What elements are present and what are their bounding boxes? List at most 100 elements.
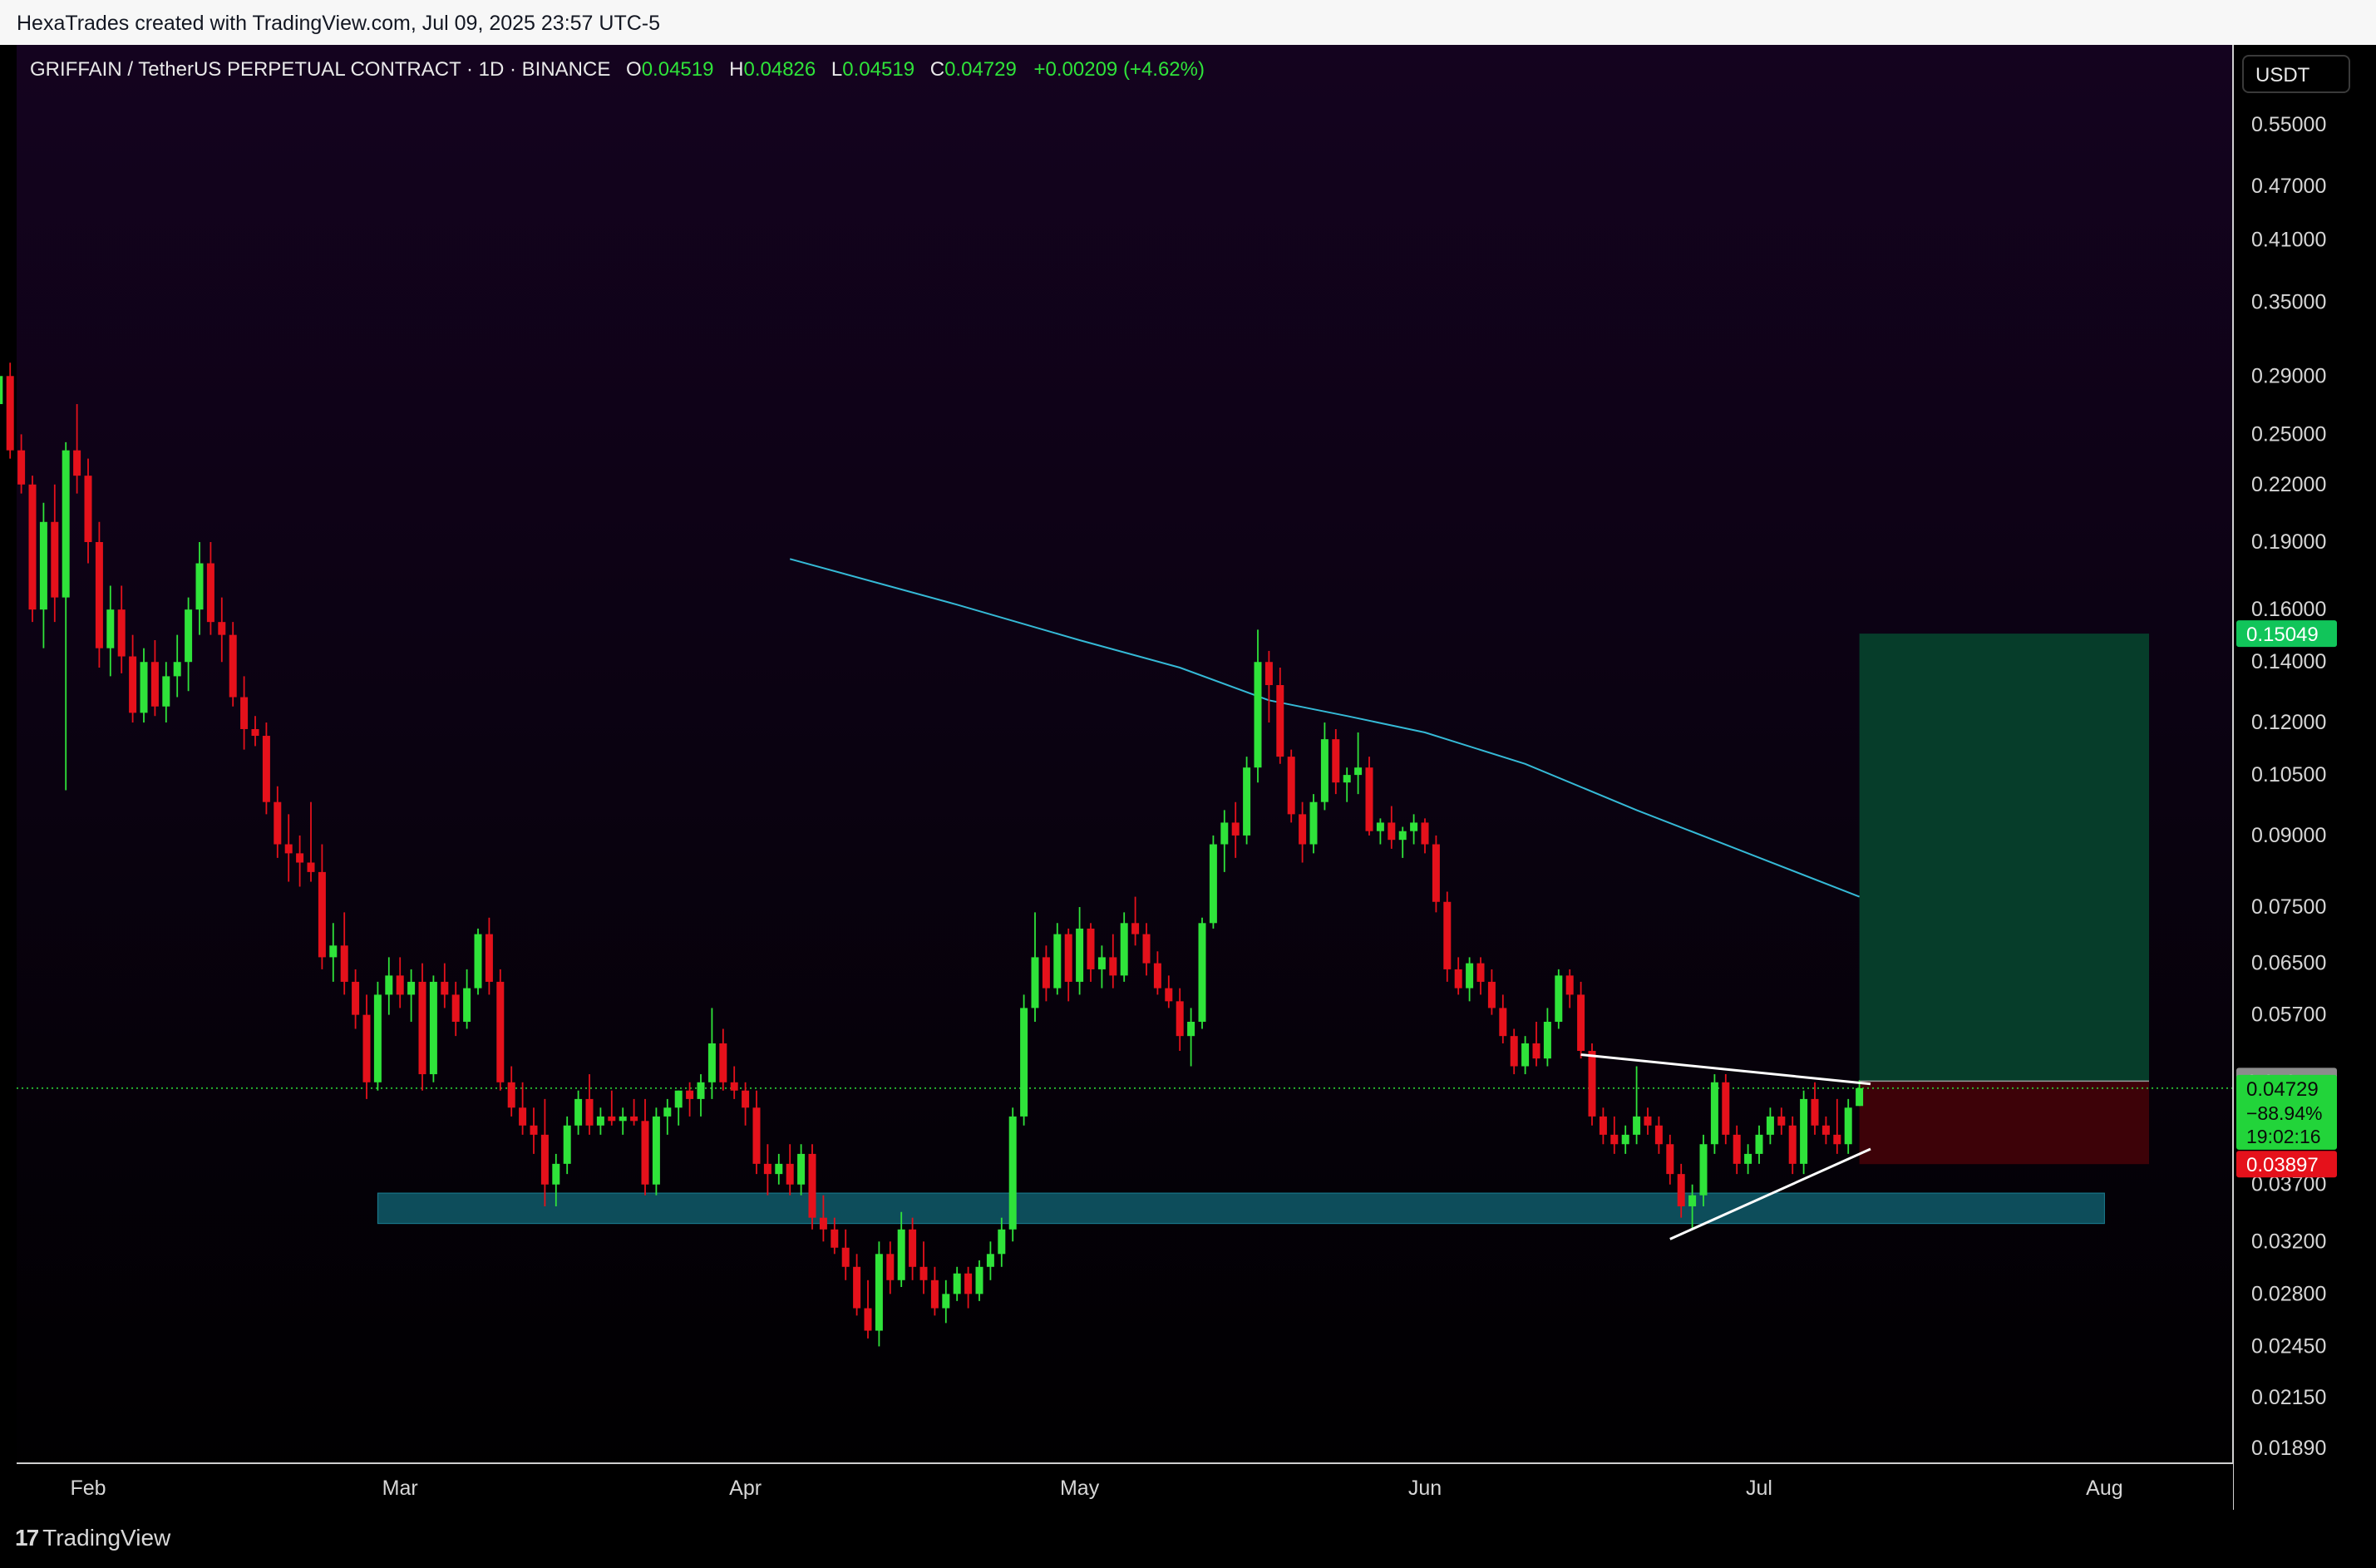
- candle-body[interactable]: [652, 1116, 660, 1185]
- candle-body[interactable]: [1454, 969, 1462, 989]
- candle-body[interactable]: [719, 1043, 727, 1082]
- candle-body[interactable]: [1231, 822, 1240, 836]
- candle-body[interactable]: [1476, 963, 1485, 982]
- candle-body[interactable]: [1565, 975, 1574, 995]
- candle-body[interactable]: [418, 981, 426, 1075]
- candle-body[interactable]: [686, 1090, 694, 1099]
- candle-body[interactable]: [1320, 739, 1328, 802]
- candle-body[interactable]: [797, 1153, 806, 1185]
- candle-body[interactable]: [1299, 814, 1307, 845]
- candle-body[interactable]: [808, 1153, 816, 1218]
- candle-body[interactable]: [496, 981, 505, 1082]
- candle-body[interactable]: [296, 853, 304, 863]
- candle-body[interactable]: [1654, 1125, 1663, 1145]
- candle-body[interactable]: [1487, 981, 1496, 1008]
- candle-body[interactable]: [886, 1254, 895, 1280]
- candle-body[interactable]: [229, 634, 237, 698]
- candle-body[interactable]: [28, 484, 37, 610]
- candle-body[interactable]: [530, 1125, 538, 1135]
- candle-body[interactable]: [1008, 1116, 1017, 1230]
- candle-body[interactable]: [1599, 1116, 1607, 1135]
- candle-body[interactable]: [953, 1273, 961, 1294]
- candle-body[interactable]: [485, 934, 493, 982]
- candle-body[interactable]: [1332, 739, 1340, 783]
- candle-body[interactable]: [998, 1229, 1006, 1255]
- candle-body[interactable]: [1621, 1134, 1629, 1145]
- candle-body[interactable]: [1031, 957, 1039, 1008]
- candle-body[interactable]: [786, 1163, 794, 1185]
- candle-body[interactable]: [385, 975, 393, 995]
- candle-body[interactable]: [964, 1273, 973, 1294]
- candle-body[interactable]: [1443, 901, 1452, 969]
- candle-body[interactable]: [1287, 757, 1295, 815]
- candle-body[interactable]: [730, 1082, 738, 1091]
- candle-body[interactable]: [1109, 957, 1117, 976]
- candle-body[interactable]: [875, 1254, 883, 1331]
- candle-body[interactable]: [340, 945, 348, 982]
- candle-body[interactable]: [373, 994, 382, 1082]
- candle-body[interactable]: [240, 697, 249, 729]
- candle-body[interactable]: [1499, 1008, 1507, 1037]
- stop-loss-zone[interactable]: [1859, 1081, 2149, 1165]
- candle-body[interactable]: [1076, 928, 1084, 982]
- candle-body[interactable]: [986, 1254, 994, 1267]
- candle-body[interactable]: [752, 1107, 761, 1164]
- candle-body[interactable]: [540, 1134, 549, 1185]
- candle-body[interactable]: [674, 1090, 683, 1108]
- candle-body[interactable]: [1532, 1043, 1540, 1059]
- candle-body[interactable]: [1432, 844, 1440, 902]
- candle-body[interactable]: [51, 521, 59, 598]
- candle-body[interactable]: [329, 945, 338, 958]
- candle-body[interactable]: [1053, 934, 1062, 989]
- candle-body[interactable]: [84, 476, 92, 543]
- candle-body[interactable]: [1365, 767, 1373, 831]
- candle-body[interactable]: [1466, 963, 1474, 989]
- candle-body[interactable]: [463, 988, 471, 1022]
- candle-body[interactable]: [585, 1098, 594, 1126]
- candle-body[interactable]: [1254, 662, 1262, 768]
- upper-trendline[interactable]: [1580, 1053, 1871, 1086]
- candle-body[interactable]: [1677, 1174, 1685, 1206]
- candle-body[interactable]: [1042, 957, 1050, 989]
- currency-unit-button[interactable]: USDT: [2242, 55, 2350, 93]
- tradingview-logo[interactable]: 17 TradingView: [15, 1525, 170, 1551]
- candle-body[interactable]: [1688, 1195, 1697, 1206]
- candle-body[interactable]: [853, 1266, 861, 1309]
- candle-body[interactable]: [173, 662, 181, 677]
- candle-body[interactable]: [1844, 1107, 1852, 1145]
- price-axis-panel[interactable]: [2234, 45, 2376, 1510]
- candle-body[interactable]: [1588, 1050, 1596, 1117]
- candle-body[interactable]: [742, 1090, 750, 1108]
- candle-body[interactable]: [775, 1163, 783, 1175]
- candle-body[interactable]: [1710, 1082, 1718, 1145]
- candle-body[interactable]: [552, 1163, 560, 1185]
- candle-body[interactable]: [563, 1125, 571, 1164]
- candle-body[interactable]: [1543, 1021, 1551, 1059]
- candle-body[interactable]: [1755, 1134, 1763, 1154]
- candle-body[interactable]: [73, 450, 81, 476]
- candle-body[interactable]: [1354, 767, 1363, 776]
- candle-body[interactable]: [451, 994, 460, 1022]
- candle-body[interactable]: [897, 1229, 905, 1280]
- candle-body[interactable]: [1577, 994, 1585, 1051]
- candle-body[interactable]: [17, 450, 26, 485]
- candle-body[interactable]: [1421, 822, 1429, 845]
- candle-body[interactable]: [1777, 1116, 1786, 1126]
- candle-body[interactable]: [1610, 1134, 1619, 1145]
- candle-body[interactable]: [619, 1116, 627, 1122]
- candle-body[interactable]: [919, 1266, 928, 1280]
- candle-body[interactable]: [1165, 988, 1173, 1002]
- candle-body[interactable]: [1176, 1001, 1184, 1037]
- candle-body[interactable]: [1633, 1116, 1641, 1135]
- candle-body[interactable]: [1555, 975, 1563, 1022]
- candle-body[interactable]: [1220, 822, 1229, 845]
- candle-body[interactable]: [1811, 1098, 1819, 1126]
- candle-body[interactable]: [1744, 1153, 1752, 1164]
- candle-body[interactable]: [1187, 1021, 1195, 1037]
- candle-body[interactable]: [0, 376, 3, 405]
- candle-body[interactable]: [1388, 822, 1396, 841]
- candle-body[interactable]: [1142, 934, 1151, 964]
- candle-body[interactable]: [1821, 1125, 1830, 1135]
- candle-body[interactable]: [707, 1043, 716, 1082]
- candle-body[interactable]: [1153, 963, 1161, 989]
